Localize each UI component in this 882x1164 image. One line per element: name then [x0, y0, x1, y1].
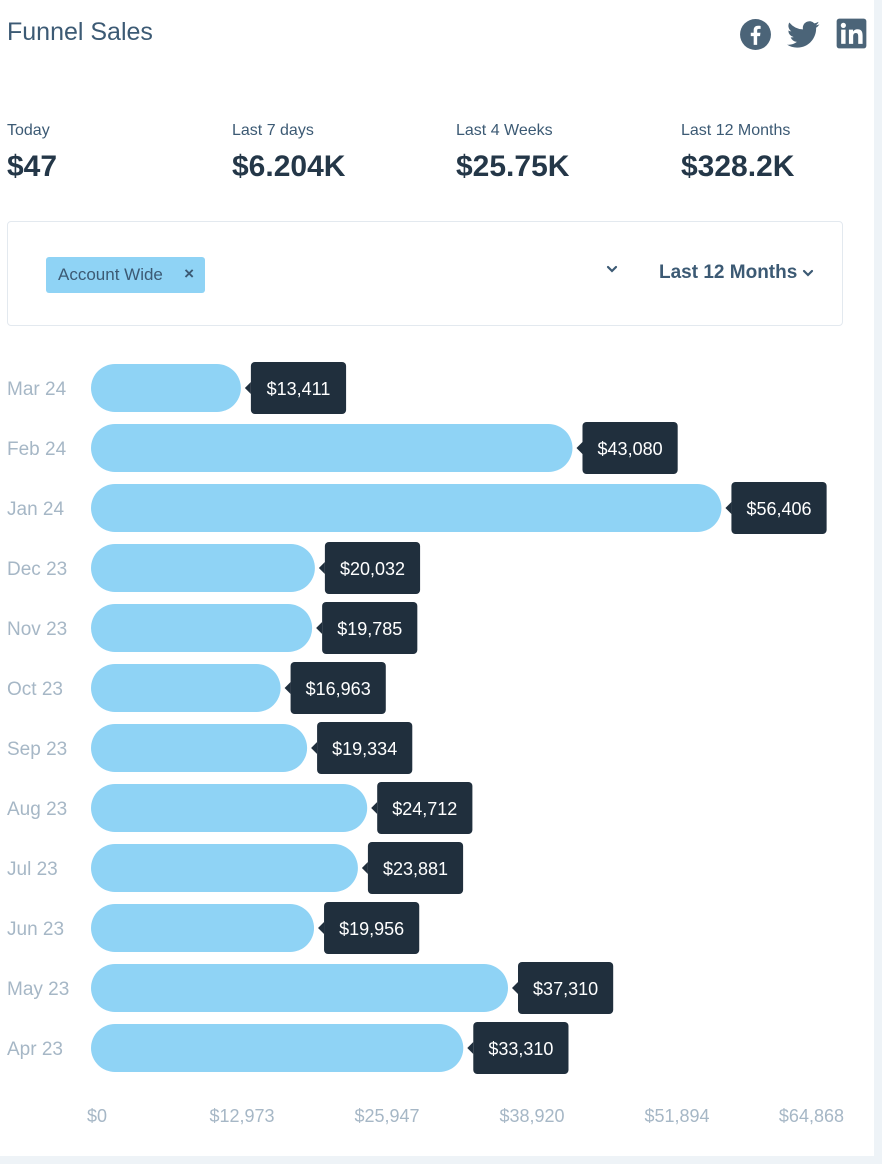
- value-label: $37,310: [533, 979, 598, 999]
- stat-value: $6.204K: [232, 150, 346, 183]
- remove-chip-icon[interactable]: ×: [184, 264, 194, 283]
- bar: [91, 1024, 464, 1072]
- category-label: Apr 23: [7, 1039, 63, 1060]
- chevron-down-icon[interactable]: [605, 262, 619, 281]
- value-label: $20,032: [340, 559, 405, 579]
- bar: [91, 904, 315, 952]
- category-label: Jan 24: [7, 499, 64, 520]
- value-label: $19,334: [332, 739, 397, 759]
- value-label: $33,310: [488, 1039, 553, 1059]
- funnel-sales-bar-chart: Mar 24 $13,411 Feb 24 $43,080 Jan 24 $56,406 D…: [7, 362, 844, 1126]
- stat-last-12-months: Last 12 Months $328.2K: [681, 122, 794, 184]
- value-tooltip: [467, 1022, 569, 1074]
- value-tooltip: [318, 902, 420, 954]
- value-tooltip: [244, 362, 347, 414]
- category-label: Aug 23: [7, 799, 67, 820]
- category-label: Oct 23: [7, 679, 63, 700]
- category-label: May 23: [7, 979, 69, 1000]
- bar: [91, 724, 308, 772]
- stat-today: Today $47: [7, 122, 57, 184]
- facebook-icon[interactable]: [739, 18, 772, 51]
- category-label: Feb 24: [7, 439, 67, 460]
- value-tooltip: [316, 602, 418, 654]
- stat-last-7-days: Last 7 days $6.204K: [232, 122, 345, 184]
- stat-label: Today: [7, 122, 50, 139]
- category-label: Jun 23: [7, 919, 64, 940]
- bar: [91, 844, 358, 892]
- value-label: $24,712: [392, 799, 457, 819]
- chevron-down-icon: [803, 269, 814, 277]
- x-tick-label: $25,947: [354, 1106, 419, 1126]
- bar: [91, 964, 508, 1012]
- stat-label: Last 4 Weeks: [456, 122, 553, 139]
- x-tick-label: $64,868: [779, 1106, 844, 1126]
- value-tooltip: [361, 842, 464, 894]
- bar: [91, 364, 241, 412]
- value-tooltip: [576, 422, 678, 474]
- category-label: Nov 23: [7, 619, 67, 640]
- value-tooltip: [511, 962, 614, 1014]
- x-tick-label: $51,894: [644, 1106, 709, 1126]
- stat-label: Last 12 Months: [681, 122, 791, 139]
- stat-value: $328.2K: [681, 150, 795, 183]
- bar: [91, 784, 368, 832]
- value-tooltip: [311, 722, 413, 774]
- bar: [91, 484, 722, 532]
- twitter-icon[interactable]: [787, 18, 820, 51]
- x-tick-label: $0: [87, 1106, 107, 1126]
- stat-value: $25.75K: [456, 150, 570, 183]
- value-label: $19,956: [339, 919, 404, 939]
- value-label: $43,080: [598, 439, 663, 459]
- value-label: $23,881: [383, 859, 448, 879]
- bar: [91, 604, 313, 652]
- stat-label: Last 7 days: [232, 122, 314, 139]
- value-label: $13,411: [267, 379, 331, 399]
- x-tick-label: $38,920: [499, 1106, 564, 1126]
- bar: [91, 544, 315, 592]
- bar: [91, 664, 281, 712]
- x-tick-label: $12,973: [209, 1106, 274, 1126]
- value-tooltip: [725, 482, 827, 534]
- period-dropdown[interactable]: Last 12 Months: [659, 262, 815, 284]
- period-label: Last 12 Months: [659, 262, 798, 283]
- bar: [91, 424, 573, 472]
- value-tooltip: [284, 662, 386, 714]
- filter-bar: Account Wide × Last 12 Months: [7, 221, 843, 326]
- account-filter-chip[interactable]: Account Wide ×: [46, 257, 205, 293]
- page-title: Funnel Sales: [7, 18, 153, 46]
- value-label: $16,963: [306, 679, 371, 699]
- category-label: Jul 23: [7, 859, 58, 880]
- stat-last-4-weeks: Last 4 Weeks $25.75K: [456, 122, 569, 184]
- value-tooltip: [318, 542, 421, 594]
- stat-value: $47: [7, 150, 58, 183]
- value-tooltip: [371, 782, 473, 834]
- value-label: $56,406: [746, 499, 811, 519]
- value-label: $19,785: [337, 619, 402, 639]
- linkedin-icon[interactable]: [836, 18, 867, 49]
- category-label: Sep 23: [7, 739, 67, 760]
- chip-label: Account Wide: [58, 265, 163, 284]
- category-label: Dec 23: [7, 559, 67, 580]
- category-label: Mar 24: [7, 379, 67, 400]
